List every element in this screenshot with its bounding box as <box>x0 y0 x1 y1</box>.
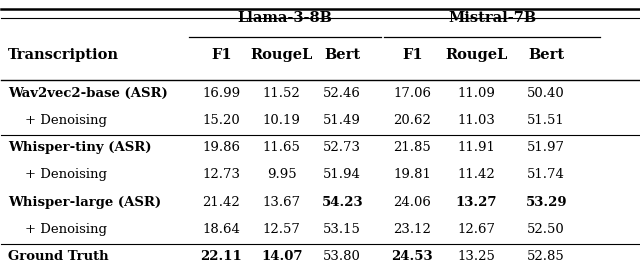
Text: 52.73: 52.73 <box>323 141 362 154</box>
Text: 11.91: 11.91 <box>457 141 495 154</box>
Text: 13.67: 13.67 <box>262 196 301 209</box>
Text: 51.51: 51.51 <box>527 114 565 127</box>
Text: 11.65: 11.65 <box>263 141 301 154</box>
Text: 11.09: 11.09 <box>457 87 495 100</box>
Text: 22.11: 22.11 <box>200 250 242 262</box>
Text: 16.99: 16.99 <box>202 87 240 100</box>
Text: 53.29: 53.29 <box>525 196 567 209</box>
Text: + Denoising: + Denoising <box>8 168 107 182</box>
Text: 13.25: 13.25 <box>457 250 495 262</box>
Text: 11.42: 11.42 <box>457 168 495 182</box>
Text: 50.40: 50.40 <box>527 87 565 100</box>
Text: 52.85: 52.85 <box>527 250 565 262</box>
Text: 19.86: 19.86 <box>202 141 240 154</box>
Text: 20.62: 20.62 <box>394 114 431 127</box>
Text: Bert: Bert <box>528 48 564 62</box>
Text: Bert: Bert <box>324 48 360 62</box>
Text: 15.20: 15.20 <box>202 114 240 127</box>
Text: 51.74: 51.74 <box>527 168 565 182</box>
Text: F1: F1 <box>211 48 232 62</box>
Text: 11.52: 11.52 <box>263 87 301 100</box>
Text: 17.06: 17.06 <box>394 87 431 100</box>
Text: 54.23: 54.23 <box>321 196 363 209</box>
Text: 53.15: 53.15 <box>323 223 361 236</box>
Text: 51.97: 51.97 <box>527 141 565 154</box>
Text: 13.27: 13.27 <box>456 196 497 209</box>
Text: Ground Truth: Ground Truth <box>8 250 108 262</box>
Text: 12.57: 12.57 <box>263 223 301 236</box>
Text: RougeL: RougeL <box>445 48 508 62</box>
Text: F1: F1 <box>402 48 422 62</box>
Text: + Denoising: + Denoising <box>8 114 107 127</box>
Text: 51.49: 51.49 <box>323 114 361 127</box>
Text: 11.03: 11.03 <box>457 114 495 127</box>
Text: 53.80: 53.80 <box>323 250 361 262</box>
Text: 23.12: 23.12 <box>394 223 431 236</box>
Text: 21.42: 21.42 <box>202 196 240 209</box>
Text: 52.46: 52.46 <box>323 87 361 100</box>
Text: Whisper-large (ASR): Whisper-large (ASR) <box>8 196 161 209</box>
Text: 12.73: 12.73 <box>202 168 240 182</box>
Text: RougeL: RougeL <box>251 48 313 62</box>
Text: 19.81: 19.81 <box>394 168 431 182</box>
Text: 24.53: 24.53 <box>392 250 433 262</box>
Text: 24.06: 24.06 <box>394 196 431 209</box>
Text: 18.64: 18.64 <box>202 223 240 236</box>
Text: 14.07: 14.07 <box>261 250 303 262</box>
Text: Whisper-tiny (ASR): Whisper-tiny (ASR) <box>8 141 151 154</box>
Text: Wav2vec2-base (ASR): Wav2vec2-base (ASR) <box>8 87 168 100</box>
Text: 9.95: 9.95 <box>267 168 296 182</box>
Text: Llama-3-8B: Llama-3-8B <box>237 11 332 25</box>
Text: 10.19: 10.19 <box>263 114 301 127</box>
Text: + Denoising: + Denoising <box>8 223 107 236</box>
Text: 12.67: 12.67 <box>457 223 495 236</box>
Text: 52.50: 52.50 <box>527 223 565 236</box>
Text: Transcription: Transcription <box>8 48 119 62</box>
Text: 21.85: 21.85 <box>394 141 431 154</box>
Text: Mistral-7B: Mistral-7B <box>448 11 536 25</box>
Text: 51.94: 51.94 <box>323 168 361 182</box>
